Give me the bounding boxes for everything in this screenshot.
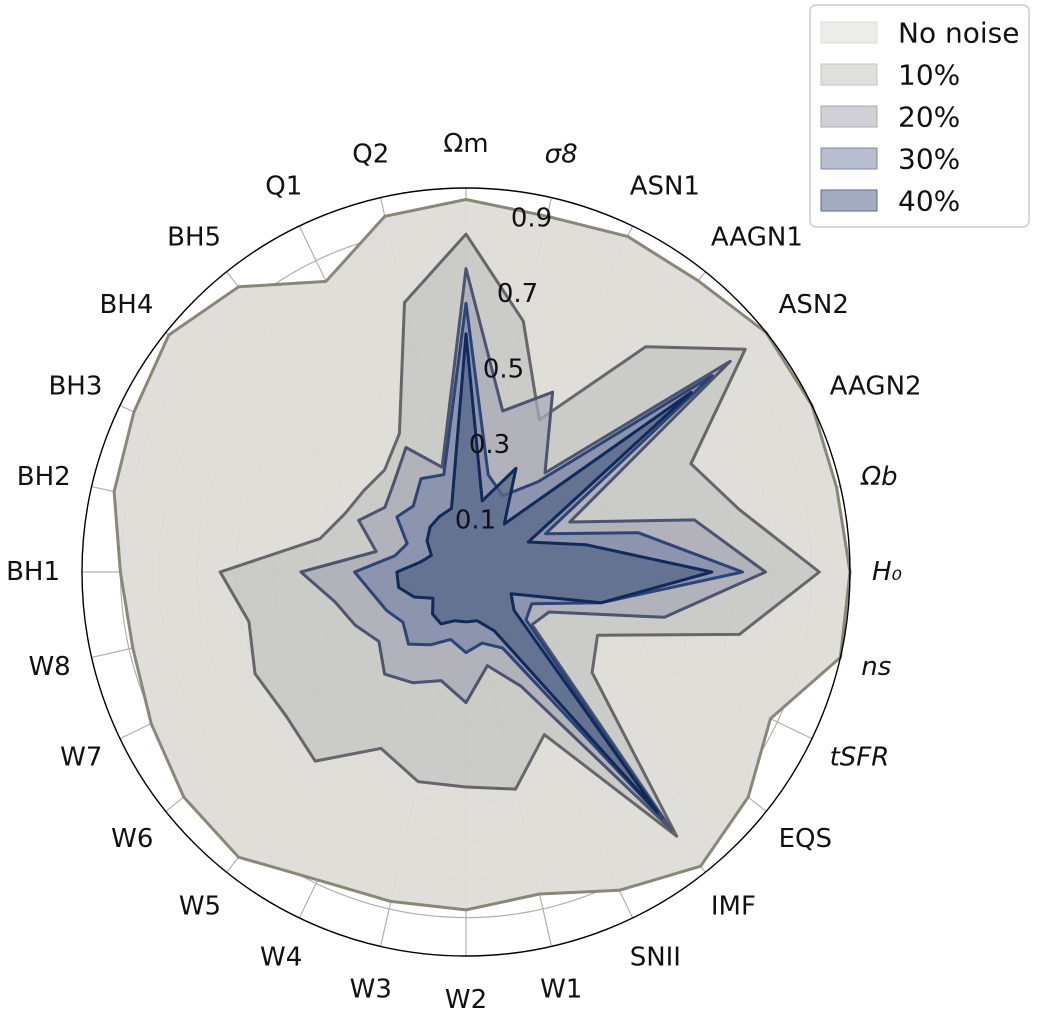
axis-labels: H₀ Ωb AAGN2 ASN2 AAGN1 ASN1 σ8 Ωm Q2 Q1 BH5 BH4 BH3 B… (6, 129, 922, 1015)
legend-swatch (820, 147, 878, 170)
legend-swatch (820, 63, 878, 86)
axis-label: W4 (260, 943, 302, 973)
radial-tick-label: 0.3 (469, 430, 510, 460)
axis-label: W3 (350, 974, 392, 1004)
legend-label: 40% (898, 185, 960, 218)
legend-swatch (820, 105, 878, 128)
axis-label: tSFR (830, 743, 890, 773)
axis-label: H₀ (872, 557, 903, 587)
axis-label: EQS (779, 824, 832, 854)
axis-label: ASN1 (630, 171, 700, 201)
axis-label: W1 (540, 974, 582, 1004)
series-area-4 (395, 332, 714, 814)
axis-label: AAGN1 (711, 222, 803, 252)
legend-label: 10% (898, 59, 960, 92)
axis-label: W8 (28, 652, 70, 682)
legend-swatch (820, 189, 878, 212)
axis-label: ns (861, 652, 891, 682)
axis-label: Ωb (860, 462, 897, 492)
legend-label: 20% (898, 101, 960, 134)
axis-label: IMF (711, 892, 756, 922)
outer-frame-circle (81, 187, 851, 957)
axis-label: Ωm (443, 129, 488, 159)
axis-label: AAGN2 (830, 371, 922, 401)
axis-label: BH1 (6, 557, 60, 587)
radial-tick-label: 0.1 (455, 506, 496, 536)
legend: No noise 10% 20% 30% 40% (809, 4, 1030, 228)
axis-label: SNII (630, 943, 681, 973)
axis-label: BH3 (48, 371, 102, 401)
legend-label: No noise (898, 17, 1019, 50)
legend-box (809, 4, 1030, 228)
axis-label: Q2 (352, 140, 389, 170)
radial-tick-label: 0.5 (483, 354, 524, 384)
radial-tick-label: 0.7 (497, 279, 538, 309)
radar-series (112, 198, 852, 912)
legend-label: 30% (898, 143, 960, 176)
radial-tick-labels: 0.1 0.3 0.5 0.7 0.9 (455, 203, 552, 535)
axis-label: W7 (60, 743, 102, 773)
radial-tick-label: 0.9 (511, 203, 552, 233)
axis-label: BH4 (99, 290, 153, 320)
axis-label: ASN2 (779, 290, 849, 320)
legend-swatch (820, 21, 878, 44)
axis-label: σ8 (545, 140, 578, 170)
axis-label: BH5 (167, 222, 221, 252)
radar-frame (81, 187, 851, 957)
axis-label: BH2 (17, 462, 71, 492)
axis-label: W2 (445, 985, 487, 1015)
axis-label: Q1 (265, 171, 302, 201)
axis-label: W5 (179, 892, 221, 922)
axis-label: W6 (111, 824, 153, 854)
